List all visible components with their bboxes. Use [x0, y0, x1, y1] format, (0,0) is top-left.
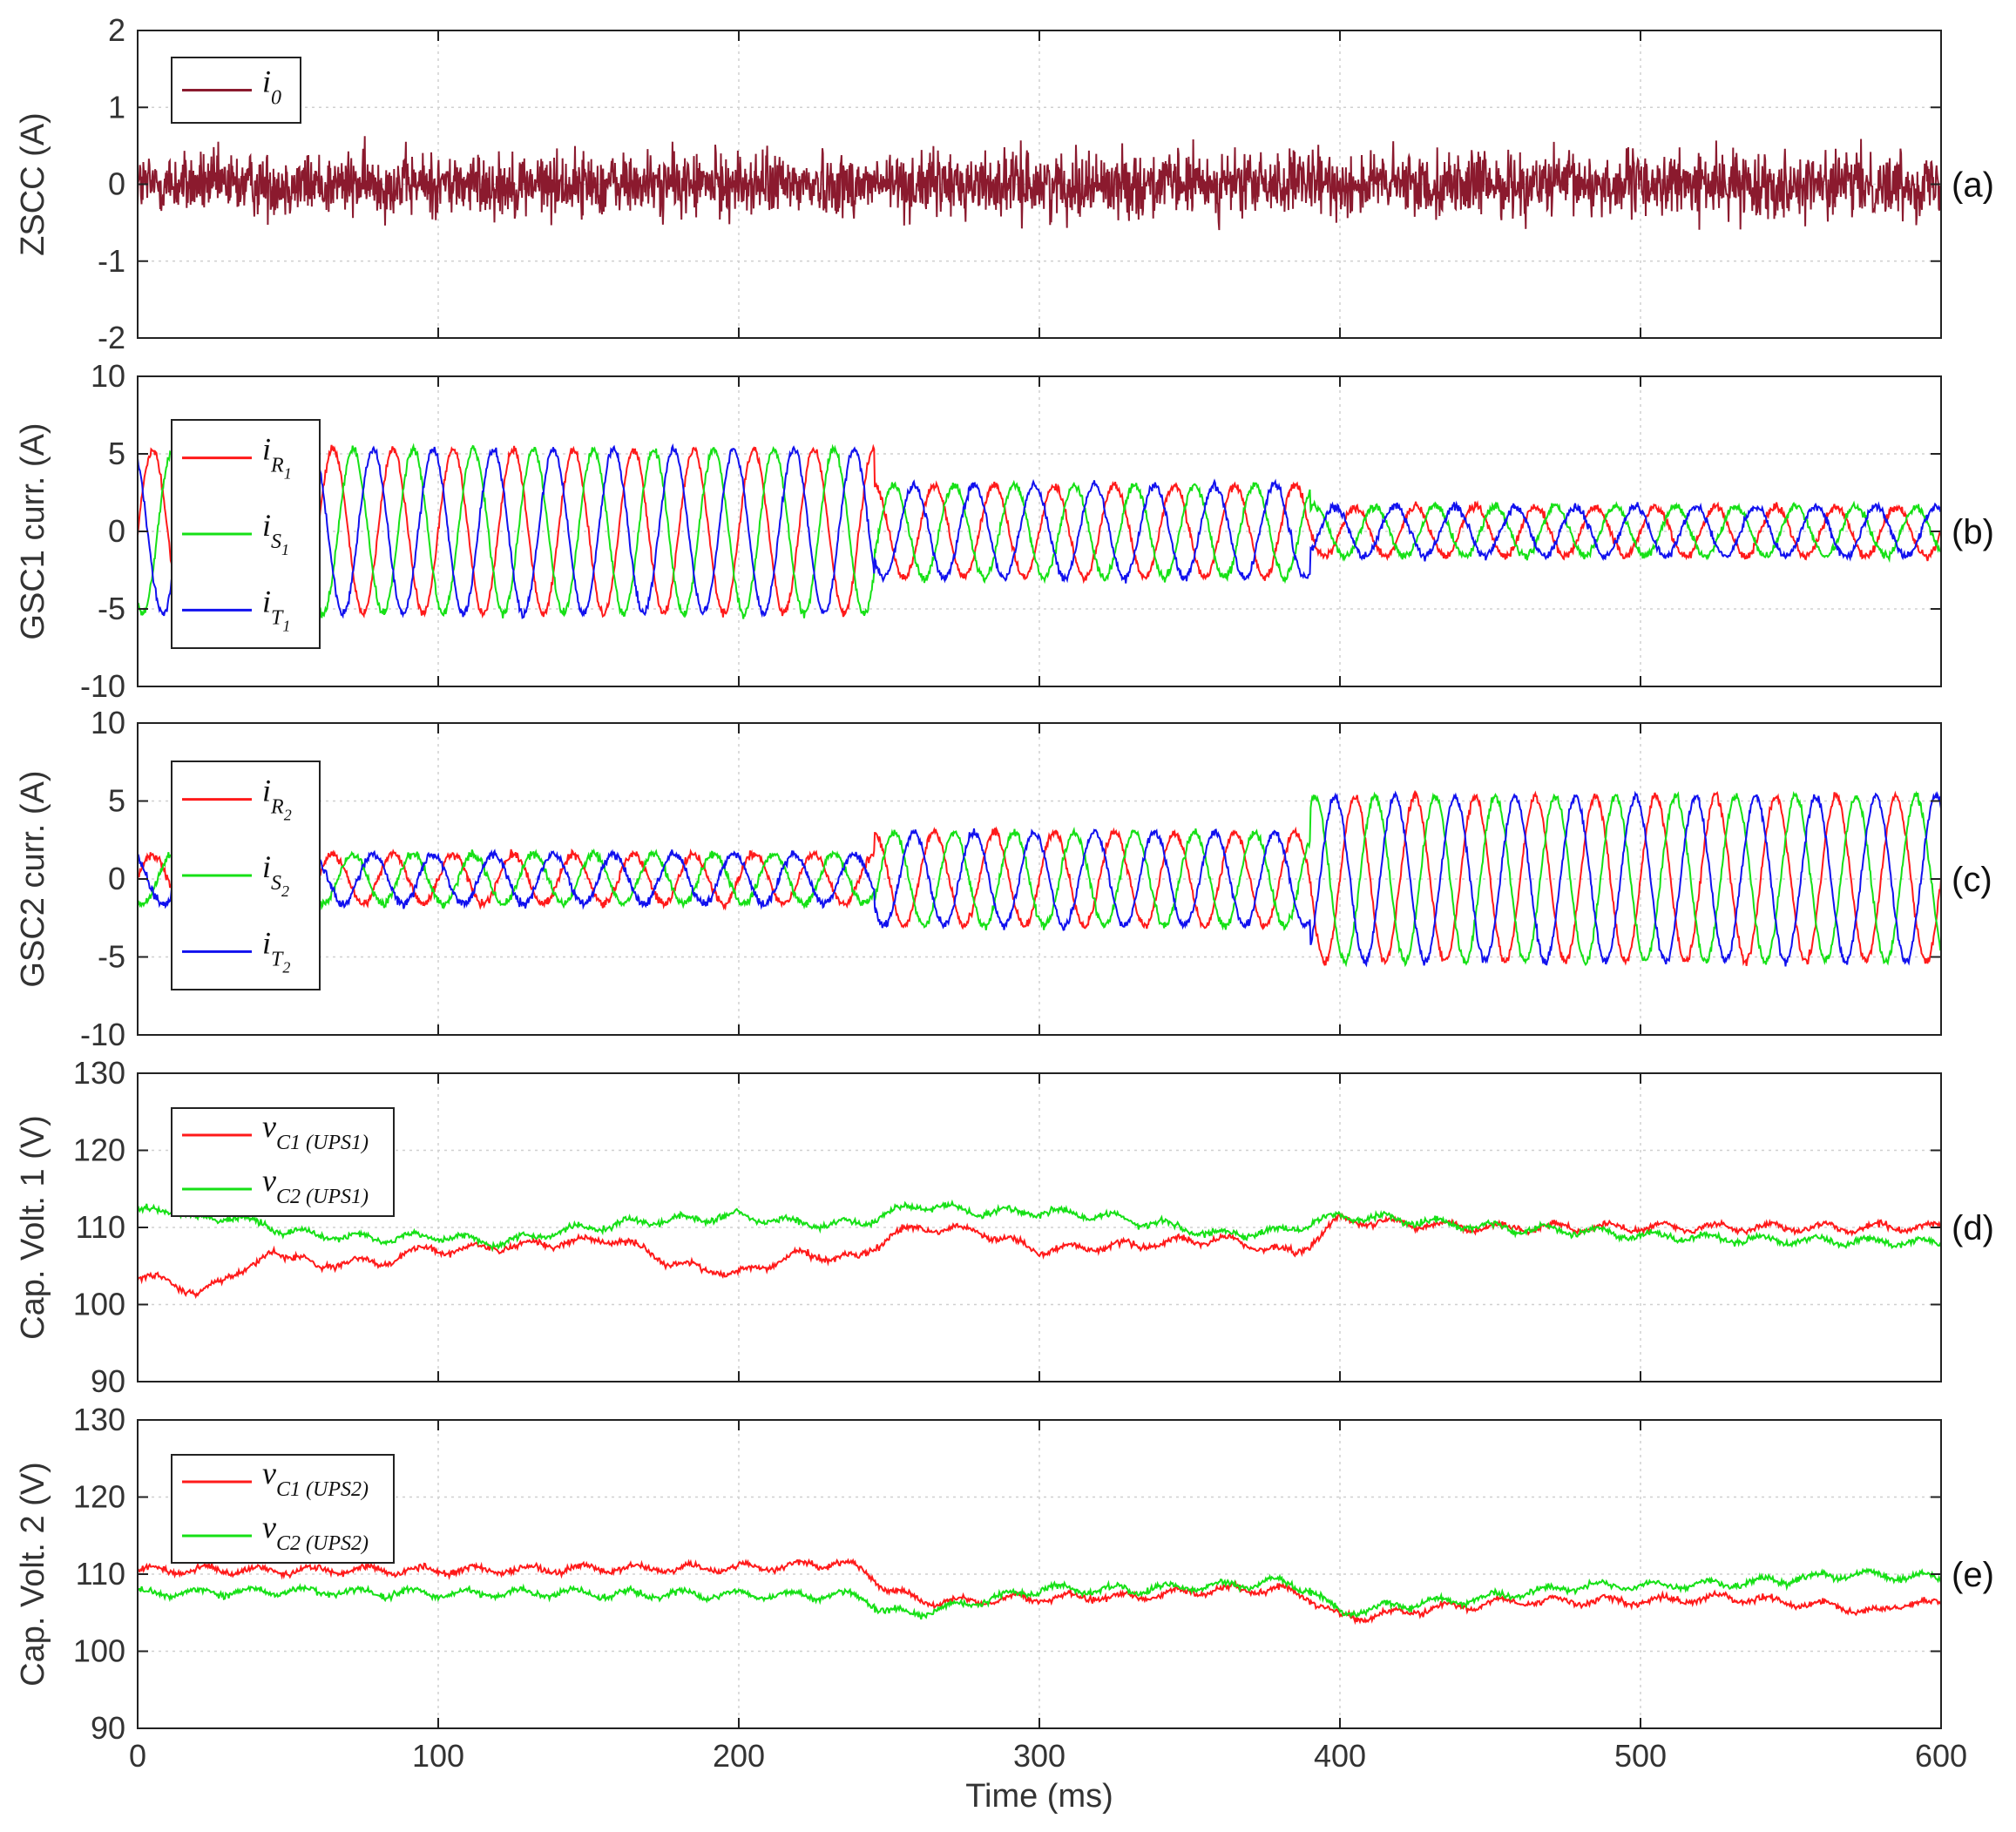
- legend: i0: [171, 57, 301, 124]
- legend-entry: iT2: [262, 925, 290, 976]
- legend-entry: vC2 (UPS1): [262, 1163, 369, 1208]
- series-line-v-c2-ups2-: [138, 1567, 1941, 1620]
- legend: iR2 iS2 iT2: [171, 761, 321, 990]
- legend-entry: iR2: [262, 774, 292, 824]
- y-tick-label: 5: [108, 783, 125, 819]
- x-tick-label: 400: [1314, 1738, 1366, 1774]
- y-tick-label: 110: [76, 1209, 125, 1245]
- y-tick-label: 1: [108, 89, 125, 125]
- x-tick-label: 300: [1013, 1738, 1066, 1774]
- x-axis-label: Time (ms): [965, 1778, 1113, 1815]
- y-tick-label: 130: [73, 1055, 125, 1091]
- legend: iR1 iS1 iT1: [171, 419, 321, 649]
- y-tick-label: 100: [73, 1633, 125, 1669]
- y-tick-label: 90: [91, 1363, 125, 1399]
- y-tick-label: -2: [98, 320, 125, 355]
- legend: vC1 (UPS1) vC2 (UPS1): [171, 1107, 395, 1217]
- y-tick-label: -10: [80, 1017, 125, 1052]
- y-tick-label: 0: [108, 861, 125, 896]
- panel-a: -2 -1 0 1 2 ZSCC (A) (a) i0: [15, 12, 1994, 355]
- y-axis-label: GSC1 curr. (A): [15, 423, 51, 639]
- panel-tag: (a): [1952, 166, 1994, 205]
- series-line-i-r: [138, 443, 1941, 619]
- legend-entry: vC1 (UPS1): [262, 1109, 369, 1154]
- y-tick-label: 0: [108, 513, 125, 549]
- panel-b: -10 -5 0 5 10 GSC1 curr. (A) (b) iR1 iS1 iT1: [15, 358, 1994, 704]
- legend-box: [171, 1454, 395, 1564]
- y-tick-label: 10: [91, 705, 125, 740]
- panel-d: 90 100 110 120 130 Cap. Volt. 1 (V) (d) vC1 (UP…: [15, 1055, 1994, 1399]
- y-tick-label: 2: [108, 12, 125, 48]
- legend-box: [171, 1107, 395, 1217]
- y-tick-label: -10: [80, 668, 125, 704]
- y-tick-label: 100: [73, 1287, 125, 1322]
- x-tick-label: 200: [713, 1738, 765, 1774]
- y-tick-label: 120: [73, 1132, 125, 1168]
- x-tick-label: 500: [1614, 1738, 1667, 1774]
- x-tick-label: 600: [1915, 1738, 1967, 1774]
- series-line-i-t: [138, 443, 1941, 619]
- y-tick-label: -1: [98, 243, 125, 279]
- series-line-i-t: [138, 790, 1941, 968]
- x-tick-label: 0: [129, 1738, 146, 1774]
- legend-entry: iS1: [262, 508, 289, 558]
- panel-c: -10 -5 0 5 10 GSC2 curr. (A) (c) iR2 iS2 iT2: [15, 705, 1992, 1052]
- panel-tag: (c): [1952, 861, 1992, 899]
- y-tick-label: 10: [91, 358, 125, 394]
- series-line-i-r: [138, 789, 1941, 967]
- series-line-i-s: [138, 443, 1941, 619]
- y-axis-label: Cap. Volt. 2 (V): [15, 1462, 51, 1687]
- y-tick-label: 130: [73, 1402, 125, 1437]
- x-tick-label: 100: [412, 1738, 464, 1774]
- y-tick-label: 110: [76, 1556, 125, 1592]
- series-line-v-c1-ups2-: [138, 1558, 1941, 1626]
- series-line-i-0: [138, 136, 1941, 231]
- y-axis-label: GSC2 curr. (A): [15, 770, 51, 987]
- panel-tag: (b): [1952, 513, 1994, 551]
- legend-entry: iS2: [262, 849, 289, 900]
- series-line-v-c1-ups1-: [138, 1211, 1941, 1300]
- legend-entry: i0: [262, 64, 281, 110]
- y-tick-label: 5: [108, 436, 125, 471]
- panel-tag: (e): [1952, 1556, 1994, 1594]
- legend-entry: vC2 (UPS2): [262, 1510, 369, 1555]
- legend-entry: iT1: [262, 584, 290, 634]
- y-tick-label: 0: [108, 166, 125, 202]
- y-tick-label: -5: [98, 591, 125, 626]
- y-tick-label: 120: [73, 1479, 125, 1515]
- y-axis-label: Cap. Volt. 1 (V): [15, 1115, 51, 1340]
- legend-entry: vC1 (UPS2): [262, 1456, 369, 1501]
- legend-entry: iR1: [262, 432, 292, 483]
- series-line-i-s: [138, 790, 1941, 968]
- panel-tag: (d): [1952, 1209, 1994, 1247]
- series-line-v-c2-ups1-: [138, 1199, 1941, 1253]
- y-axis-label: ZSCC (A): [15, 112, 51, 256]
- legend: vC1 (UPS2) vC2 (UPS2): [171, 1454, 395, 1564]
- y-tick-label: 90: [91, 1710, 125, 1746]
- panel-e: 90 100 110 120 130 0 100 200 300 400 500 600 Time (m…: [15, 1402, 1994, 1815]
- y-tick-label: -5: [98, 939, 125, 975]
